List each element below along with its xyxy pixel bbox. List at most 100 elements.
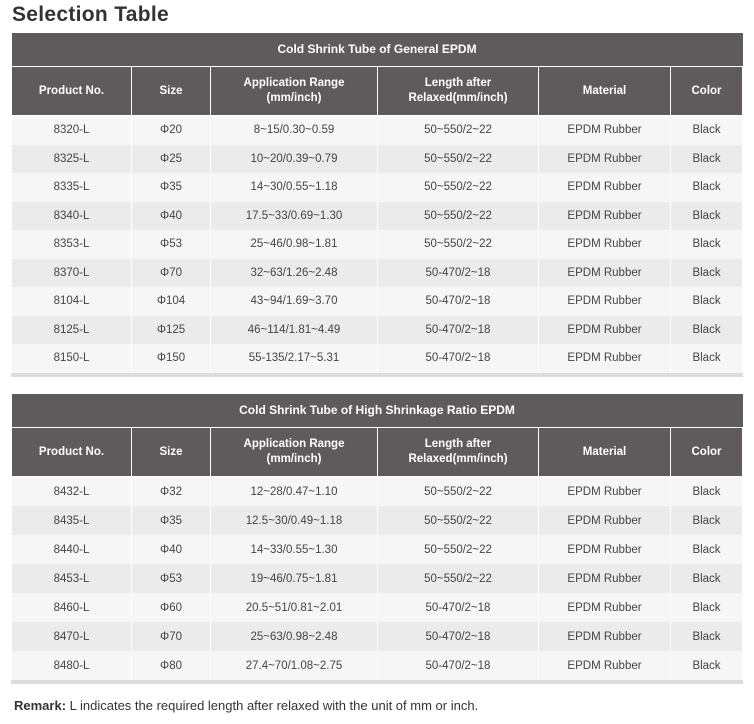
table-cell: Φ32: [131, 476, 211, 506]
column-header: Application Range (mm/inch): [210, 66, 378, 116]
table-cell: 25~46/0.98~1.81: [210, 230, 378, 259]
table-cell: 8353-L: [11, 230, 132, 259]
table-cell: EPDM Rubber: [538, 506, 671, 535]
table-row: 8440-L Φ40 14~33/0.55~1.30 50~550/2~22 EPDM …: [11, 535, 744, 564]
table-cell: EPDM Rubber: [538, 344, 671, 377]
column-header: Color: [669, 66, 744, 116]
table-cell: 8320-L: [11, 115, 132, 145]
table-cell: 8432-L: [11, 476, 132, 506]
table-row: 8340-L Φ40 17.5~33/0.69~1.30 50~550/2~22 EPD…: [11, 201, 744, 230]
table-cell: Black: [669, 144, 744, 173]
table-cell: EPDM Rubber: [538, 651, 671, 684]
table-cell: EPDM Rubber: [538, 230, 671, 259]
table-cell: 20.5~51/0.81~2.01: [210, 593, 378, 622]
table-row: 8320-L Φ20 8~15/0.30~0.59 50~550/2~22 EPDM R…: [11, 115, 744, 145]
table-cell: 8335-L: [11, 173, 132, 202]
column-header: Material: [538, 66, 671, 116]
column-header: Length after Relaxed(mm/inch): [377, 427, 539, 477]
table-cell: 8325-L: [11, 144, 132, 173]
table-cell: Black: [669, 622, 744, 651]
table-row: 8125-L Φ125 46~114/1.81~4.49 50-470/2~18 EPD…: [11, 315, 744, 344]
table-cell: Black: [669, 535, 744, 564]
table-cell: 8453-L: [11, 564, 132, 593]
table-cell: Φ80: [131, 651, 211, 684]
table-cell: EPDM Rubber: [538, 564, 671, 593]
table-cell: 46~114/1.81~4.49: [210, 315, 378, 344]
table-cell: 8470-L: [11, 622, 132, 651]
table-cell: 50~550/2~22: [377, 115, 539, 145]
column-header: Size: [131, 66, 211, 116]
table-cell: EPDM Rubber: [538, 476, 671, 506]
table-cell: Black: [669, 315, 744, 344]
table-row: 8353-L Φ53 25~46/0.98~1.81 50~550/2~22 EPDM …: [11, 230, 744, 259]
table-cell: 27.4~70/1.08~2.75: [210, 651, 378, 684]
table-cell: 8104-L: [11, 287, 132, 316]
table-cell: 17.5~33/0.69~1.30: [210, 201, 378, 230]
column-header: Size: [131, 427, 211, 477]
table-cell: Φ25: [131, 144, 211, 173]
table-cell: 14~33/0.55~1.30: [210, 535, 378, 564]
table-row: 8460-L Φ60 20.5~51/0.81~2.01 50-470/2~18 EPD…: [11, 593, 744, 622]
table-cell: 50-470/2~18: [377, 315, 539, 344]
table-cell: 50~550/2~22: [377, 476, 539, 506]
table-caption: Cold Shrink Tube of High Shrinkage Ratio…: [11, 394, 743, 428]
table-cell: 12.5~30/0.49~1.18: [210, 506, 378, 535]
table-cell: 50~550/2~22: [377, 535, 539, 564]
table-cell: Φ125: [131, 315, 211, 344]
table-cell: 8480-L: [11, 651, 132, 684]
table-cell: 32~63/1.26~2.48: [210, 258, 378, 287]
table-cell: Φ70: [131, 622, 211, 651]
table-caption: Cold Shrink Tube of General EPDM: [11, 33, 743, 67]
table-cell: Φ104: [131, 287, 211, 316]
table-cell: 50~550/2~22: [377, 173, 539, 202]
table-cell: 8440-L: [11, 535, 132, 564]
table-cell: Black: [669, 115, 744, 145]
table-cell: Black: [669, 287, 744, 316]
table-cell: EPDM Rubber: [538, 173, 671, 202]
table-row: 8432-L Φ32 12~28/0.47~1.10 50~550/2~22 EPDM …: [11, 476, 744, 506]
table-row: 8335-L Φ35 14~30/0.55~1.18 50~550/2~22 EPDM …: [11, 173, 744, 202]
table-cell: 8370-L: [11, 258, 132, 287]
remark: Remark: L indicates the required length …: [14, 698, 478, 713]
table-cell: Black: [669, 230, 744, 259]
table-cell: Black: [669, 476, 744, 506]
table-cell: Black: [669, 593, 744, 622]
remark-text: L indicates the required length after re…: [66, 698, 479, 713]
table-cell: Φ40: [131, 201, 211, 230]
table-cell: Black: [669, 506, 744, 535]
table-row: 8453-L Φ53 19~46/0.75~1.81 50~550/2~22 EPDM …: [11, 564, 744, 593]
page-title: Selection Table: [12, 3, 169, 26]
remark-label: Remark:: [14, 698, 67, 713]
table-cell: Φ40: [131, 535, 211, 564]
table-cell: EPDM Rubber: [538, 201, 671, 230]
column-header: Material: [538, 427, 671, 477]
table-cell: Φ35: [131, 173, 211, 202]
table-cell: Φ60: [131, 593, 211, 622]
table-cell: 50-470/2~18: [377, 344, 539, 377]
table-cell: 10~20/0.39~0.79: [210, 144, 378, 173]
column-header: Product No.: [11, 427, 132, 477]
table-cell: Black: [669, 258, 744, 287]
table-cell: EPDM Rubber: [538, 593, 671, 622]
table-cell: Black: [669, 344, 744, 377]
table-cell: 14~30/0.55~1.18: [210, 173, 378, 202]
table-cell: Φ53: [131, 230, 211, 259]
table-cell: 50-470/2~18: [377, 593, 539, 622]
table-cell: 50-470/2~18: [377, 258, 539, 287]
table-cell: Φ20: [131, 115, 211, 145]
table-cell: 50-470/2~18: [377, 622, 539, 651]
table-cell: EPDM Rubber: [538, 535, 671, 564]
table-row: 8480-L Φ80 27.4~70/1.08~2.75 50-470/2~18 EPD…: [11, 651, 744, 684]
table-cell: EPDM Rubber: [538, 115, 671, 145]
table-cell: EPDM Rubber: [538, 622, 671, 651]
table-row: 8370-L Φ70 32~63/1.26~2.48 50-470/2~18 EPDM …: [11, 258, 744, 287]
table-cell: 12~28/0.47~1.10: [210, 476, 378, 506]
table-cell: 50~550/2~22: [377, 564, 539, 593]
general-epdm-table: Cold Shrink Tube of General EPDM Product…: [11, 33, 744, 377]
table-cell: Black: [669, 173, 744, 202]
table-cell: 8460-L: [11, 593, 132, 622]
column-header: Color: [669, 427, 744, 477]
table-cell: Black: [669, 564, 744, 593]
table-cell: 55-135/2.17~5.31: [210, 344, 378, 377]
table-row: 8435-L Φ35 12.5~30/0.49~1.18 50~550/2~22 EPD…: [11, 506, 744, 535]
